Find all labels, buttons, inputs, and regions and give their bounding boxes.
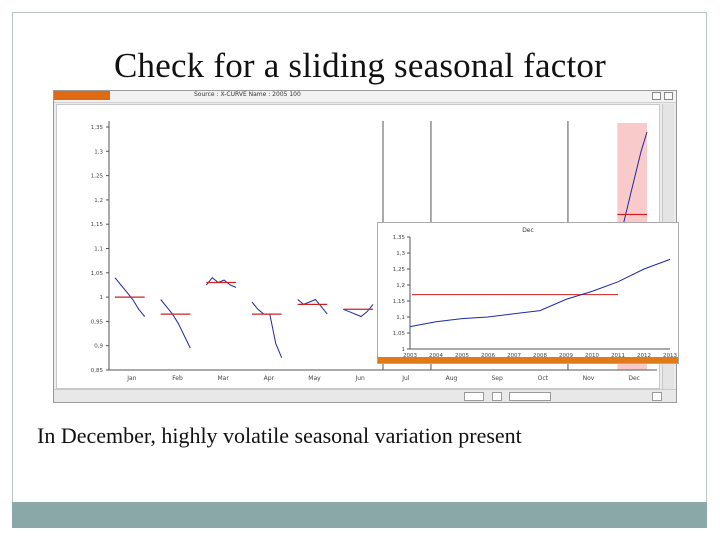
x-tick-label: Oct xyxy=(538,375,549,382)
y-tick-label: 1,1 xyxy=(94,247,103,253)
slide-title: Check for a sliding seasonal factor xyxy=(114,46,606,85)
inset-x-tick-label: 2012 xyxy=(637,353,651,359)
series-line-may xyxy=(297,298,328,315)
status-field xyxy=(509,392,551,401)
x-tick-label: Apr xyxy=(264,375,275,382)
window-titlebar: Source : X-CURVE Name : 2005 100 xyxy=(54,91,676,103)
x-tick-label: Feb xyxy=(172,375,183,382)
inset-x-tick-label: 2003 xyxy=(403,353,417,359)
inset-x-tick-label: 2006 xyxy=(481,353,495,359)
inset-y-tick-label: 1 xyxy=(402,347,406,353)
series-line-feb xyxy=(160,299,191,349)
close-icon[interactable] xyxy=(664,92,673,100)
x-tick-label: Jul xyxy=(401,375,410,382)
x-tick-label: Jun xyxy=(354,375,365,382)
y-tick-label: 1,25 xyxy=(91,174,104,180)
inset-y-tick-label: 1,05 xyxy=(393,331,406,337)
inset-x-tick-label: 2011 xyxy=(611,353,625,359)
inset-series-line xyxy=(409,258,671,328)
inset-y-tick-label: 1,2 xyxy=(396,283,405,289)
window-source-label: Source : X-CURVE Name : 2005 100 xyxy=(194,91,301,98)
series-line-jun xyxy=(343,304,374,318)
y-tick-label: 1,15 xyxy=(91,222,104,228)
inset-x-tick-label: 2013 xyxy=(663,353,677,359)
inset-y-tick-label: 1,3 xyxy=(396,251,405,257)
x-tick-label: Jan xyxy=(126,375,136,382)
y-tick-label: 1,35 xyxy=(91,125,104,131)
series-line-apr xyxy=(251,301,283,358)
x-tick-label: Nov xyxy=(583,375,595,382)
inset-title: Dec xyxy=(522,227,534,234)
status-button[interactable] xyxy=(652,392,662,401)
x-tick-label: May xyxy=(308,375,321,382)
y-tick-label: 1,05 xyxy=(91,271,104,277)
inset-bottom-bar xyxy=(378,357,678,363)
y-tick-label: 1,3 xyxy=(94,149,103,155)
inset-chart: Dec 1 1,05 1,1 1,15 1,2 1,25 1,3 1,35 2003 2004 200… xyxy=(377,222,679,364)
x-tick-label: Sep xyxy=(492,375,504,382)
inset-x-tick-label: 2004 xyxy=(429,353,443,359)
y-tick-label: 1 xyxy=(100,295,104,301)
app-badge xyxy=(54,91,110,100)
x-tick-label: Mar xyxy=(218,375,230,382)
inset-x-tick-label: 2009 xyxy=(559,353,573,359)
inset-x-tick-label: 2005 xyxy=(455,353,469,359)
slide-caption: In December, highly volatile seasonal va… xyxy=(37,423,522,448)
status-bar xyxy=(54,389,676,402)
inset-x-tick-label: 2010 xyxy=(585,353,599,359)
y-tick-label: 0,9 xyxy=(94,344,103,350)
y-tick-label: 0,95 xyxy=(91,319,104,325)
series-line-jan xyxy=(114,277,146,317)
series-line-mar xyxy=(205,276,237,288)
inset-y-tick-label: 1,25 xyxy=(393,267,406,273)
inset-y-tick-label: 1,1 xyxy=(396,315,405,321)
inset-y-tick-label: 1,15 xyxy=(393,299,406,305)
inset-x-tick-label: 2008 xyxy=(533,353,547,359)
inset-y-tick-label: 1,35 xyxy=(393,235,406,241)
y-tick-label: 0,85 xyxy=(91,368,104,374)
x-tick-label: Aug xyxy=(446,375,458,382)
y-tick-label: 1,2 xyxy=(94,198,103,204)
status-button[interactable] xyxy=(492,392,502,401)
inset-x-tick-label: 2007 xyxy=(507,353,521,359)
status-field xyxy=(464,392,484,401)
minimize-icon[interactable] xyxy=(652,92,661,100)
footer-bar xyxy=(12,502,707,528)
x-tick-label: Dec xyxy=(628,375,640,382)
